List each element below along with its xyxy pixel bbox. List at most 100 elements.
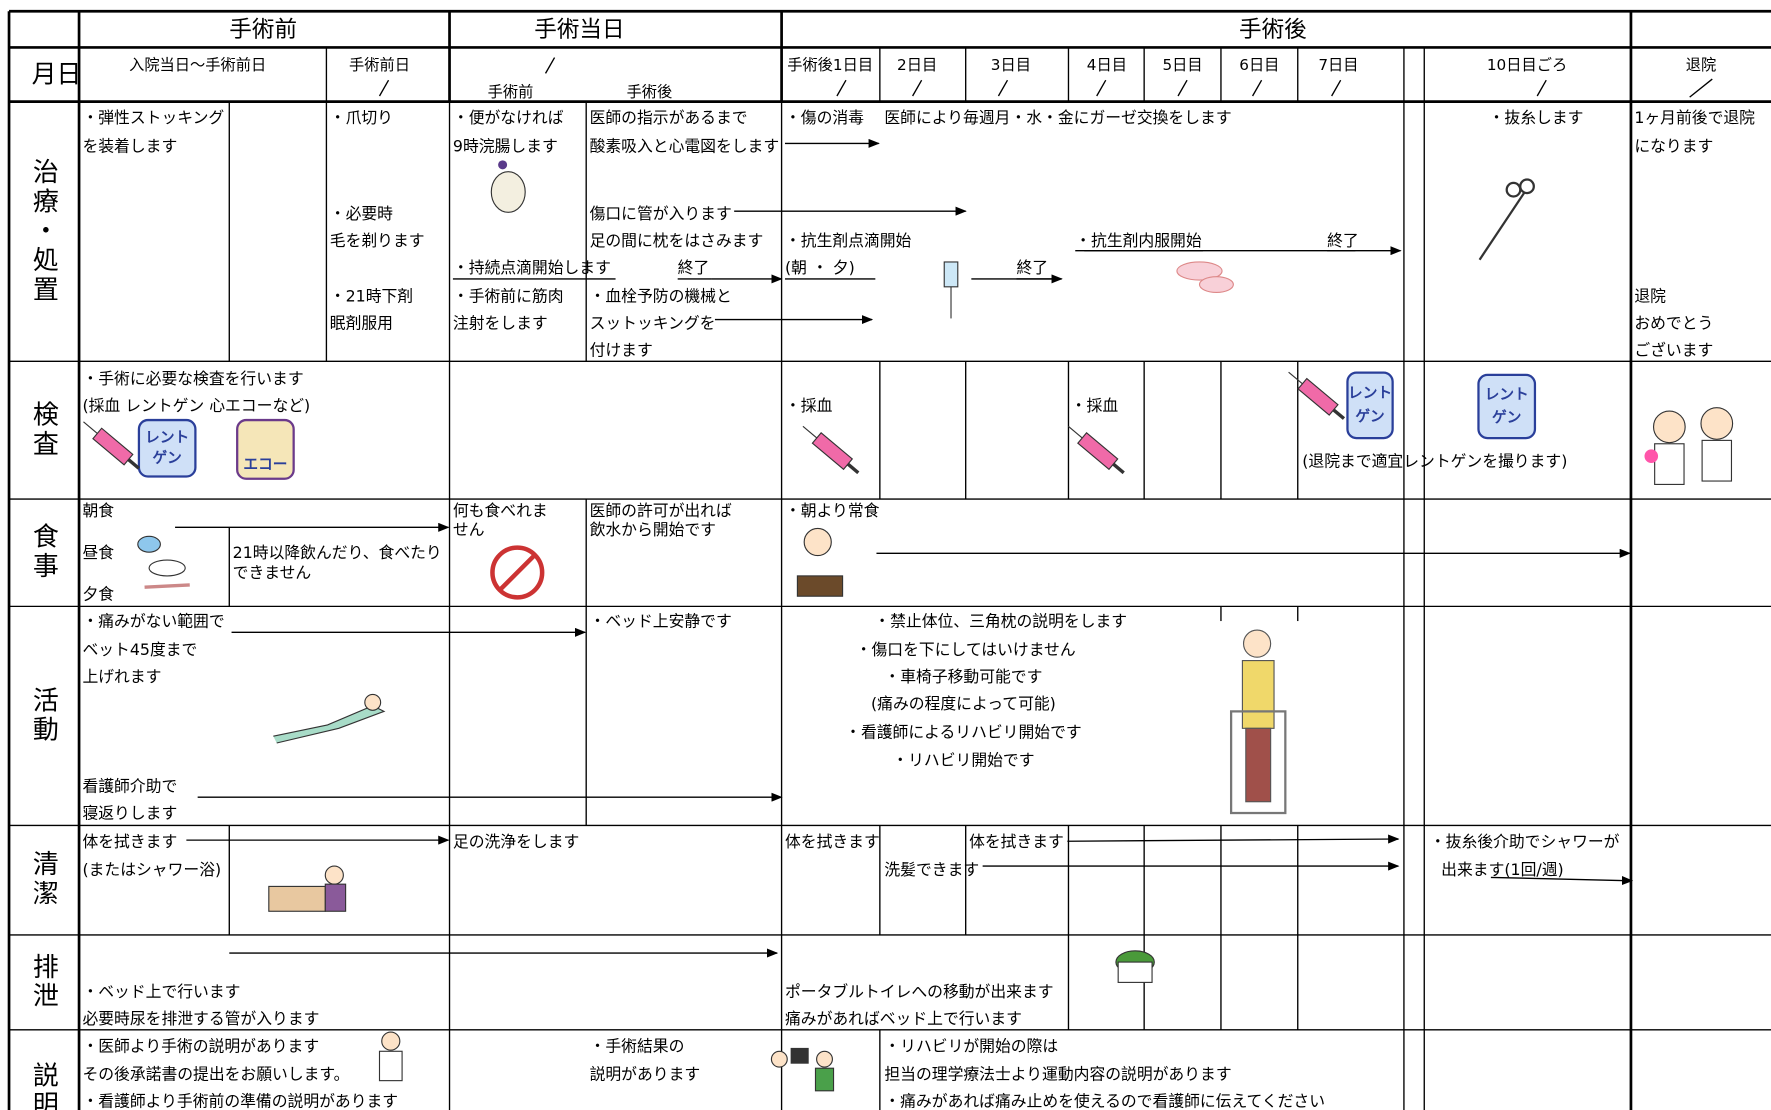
cell-text: 手術前 [488, 83, 534, 101]
cell-text: (朝 ・ 夕) [785, 258, 855, 277]
slash [378, 79, 390, 97]
cell-text: 退院 [1686, 56, 1716, 74]
cell-text: ・禁止体位、三角枕の説明をします [874, 612, 1127, 631]
xray-badge: レントゲン [1477, 373, 1537, 440]
cell-text: ベット45度まで [82, 640, 197, 659]
cell-text: 注射をします [453, 314, 548, 333]
cell-text: 入院当日～手術前日 [129, 56, 266, 74]
badge-text: ゲン [1355, 407, 1384, 425]
echo-badge: エコー [236, 418, 295, 480]
cell-text: 夕食 [82, 585, 114, 604]
cell-text: 眠剤服用 [330, 314, 393, 333]
cell-text: ・痛みがあれば痛み止めを使えるので看護師に伝えてください [884, 1092, 1325, 1110]
cell-text: 4日目 [1087, 56, 1127, 74]
cell-text: 終了 [1327, 231, 1359, 250]
cell-text: (痛みの程度によって可能) [871, 694, 1056, 713]
cell-text: ・看護師より手術前の準備の説明があります [82, 1092, 398, 1110]
cell-text: 朝食 [82, 501, 114, 520]
shape [268, 885, 326, 912]
shape [790, 1047, 809, 1064]
shape [1505, 181, 1522, 198]
cell-text: 清潔 [28, 850, 58, 909]
bed-icon [273, 693, 386, 744]
cell-text: ・手術結果の [590, 1036, 685, 1055]
cell-text: 手術後 [1239, 17, 1307, 43]
shape [364, 693, 382, 711]
cell-text: ・爪切り [330, 108, 393, 127]
cell-text: 出来ます(1回/週) [1441, 860, 1563, 879]
cell-text: 寝返りします [82, 804, 177, 823]
syringe-needle [802, 425, 818, 439]
cell-text: 治療・処置 [28, 158, 58, 305]
shape [1176, 261, 1223, 281]
cell-text: 排泄 [28, 953, 58, 1012]
shape [490, 171, 526, 213]
syringe-body [92, 427, 134, 466]
nurses-icon [1644, 407, 1734, 485]
badge-box [1477, 373, 1537, 440]
shape [1700, 407, 1734, 440]
cell-text: 6日目 [1239, 56, 1279, 74]
slash [1177, 79, 1188, 97]
slash [1096, 79, 1107, 97]
syringe-icon [83, 421, 140, 470]
cell-text: 担当の理学療法士より運動内容の説明があります [884, 1064, 1231, 1083]
shape [1229, 710, 1287, 815]
cell-text: 傷口に管が入ります [590, 204, 732, 223]
cell-text: 説明があります [590, 1064, 701, 1083]
slash [1536, 79, 1547, 97]
cell-text: 手術後 [627, 83, 673, 101]
cell-text: おめでとう [1634, 314, 1713, 333]
cell-text: 看護師介助で [82, 777, 177, 796]
meal-icon [137, 535, 190, 589]
cell-text: (またはシャワー浴) [82, 860, 221, 879]
cell-text: 手術前 [229, 17, 297, 43]
cell-text: スットッキングを [590, 314, 716, 333]
cell-text: 手術前日 [349, 56, 410, 74]
shape [324, 883, 347, 912]
syringe-icon [1067, 425, 1125, 475]
syringe-icon [802, 425, 860, 475]
cell-text: 終了 [678, 258, 710, 277]
cell-text: ・痛みがない範囲で [82, 612, 224, 631]
cell-text: 終了 [1017, 258, 1049, 277]
slash [544, 57, 556, 74]
shape [1245, 727, 1272, 803]
cell-text: 飲水から開始です [590, 520, 716, 539]
cell-text: せん [453, 520, 485, 539]
cell-text: 検査 [28, 401, 58, 460]
shape [1654, 443, 1685, 485]
shape [1644, 449, 1659, 463]
cell-text: になります [1634, 136, 1713, 155]
cell-text: ・持続点滴開始します [453, 258, 611, 277]
cell-text: 体を拭きます [969, 832, 1064, 851]
cell-text: ・血栓予防の機械と [590, 286, 732, 305]
cell-text: 足の間に枕をはさみます [590, 231, 764, 250]
shape [1519, 178, 1535, 195]
cell-text: (採血 レントゲン 心エコーなど) [82, 396, 310, 415]
cell-text: ・21時下剤 [330, 286, 413, 305]
shape [803, 527, 832, 557]
shape [1478, 191, 1526, 261]
shape [148, 559, 186, 577]
badge-box [137, 418, 197, 478]
shape [498, 160, 508, 170]
syringe-needle [1288, 371, 1303, 385]
cell-text: 体を拭きます [82, 832, 177, 851]
cell-text: 2日目 [897, 56, 937, 74]
cell-text: ・リハビリ開始です [892, 751, 1034, 770]
slash [1251, 79, 1263, 97]
no-food-icon [490, 545, 545, 600]
cell-text: できません [233, 563, 312, 582]
shape [796, 575, 844, 597]
syringe-plunger [846, 462, 860, 475]
syringe-icon [1288, 371, 1346, 420]
cell-text: ・ベッド上安静です [590, 612, 732, 631]
cell-text: 活動 [28, 686, 58, 745]
cell-text: ・傷口を下にしてはいけません [856, 640, 1076, 659]
nurse-tray-icon [796, 527, 844, 597]
cell-text: 昼食 [82, 543, 114, 562]
cell-text: 9時浣腸します [453, 136, 558, 155]
